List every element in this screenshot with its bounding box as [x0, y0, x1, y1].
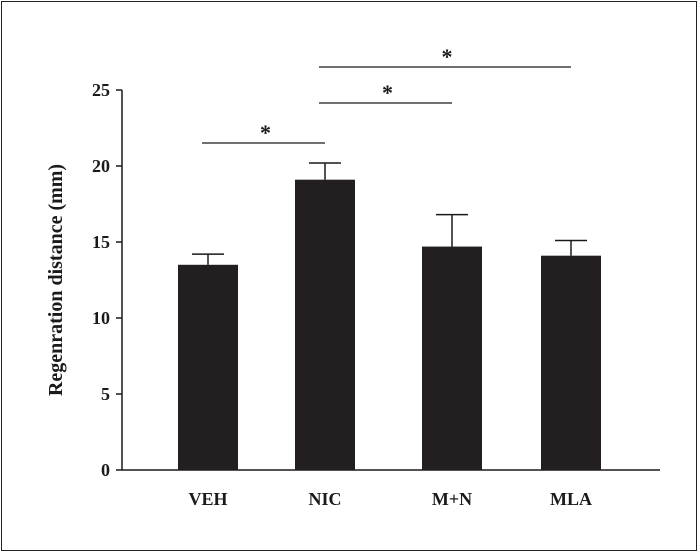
significance-marker: *	[382, 80, 393, 105]
x-tick-label: NIC	[308, 489, 341, 509]
y-tick-label: 0	[101, 460, 110, 480]
bar-veh	[178, 264, 238, 470]
x-tick-label: M+N	[432, 489, 472, 509]
bar-nic	[295, 179, 355, 470]
significance-marker: *	[260, 120, 271, 145]
y-tick-label: 15	[92, 232, 110, 252]
y-axis-label: Regenration distance (mm)	[45, 164, 67, 396]
x-tick-label: VEH	[188, 489, 227, 509]
significance-marker: *	[442, 44, 453, 69]
y-tick-label: 20	[92, 156, 110, 176]
y-tick-label: 10	[92, 308, 110, 328]
x-tick-label: MLA	[550, 489, 592, 509]
bar-m-n	[422, 246, 482, 470]
bar-mla	[541, 255, 601, 470]
y-tick-label: 5	[101, 384, 110, 404]
y-tick-label: 25	[92, 80, 110, 100]
